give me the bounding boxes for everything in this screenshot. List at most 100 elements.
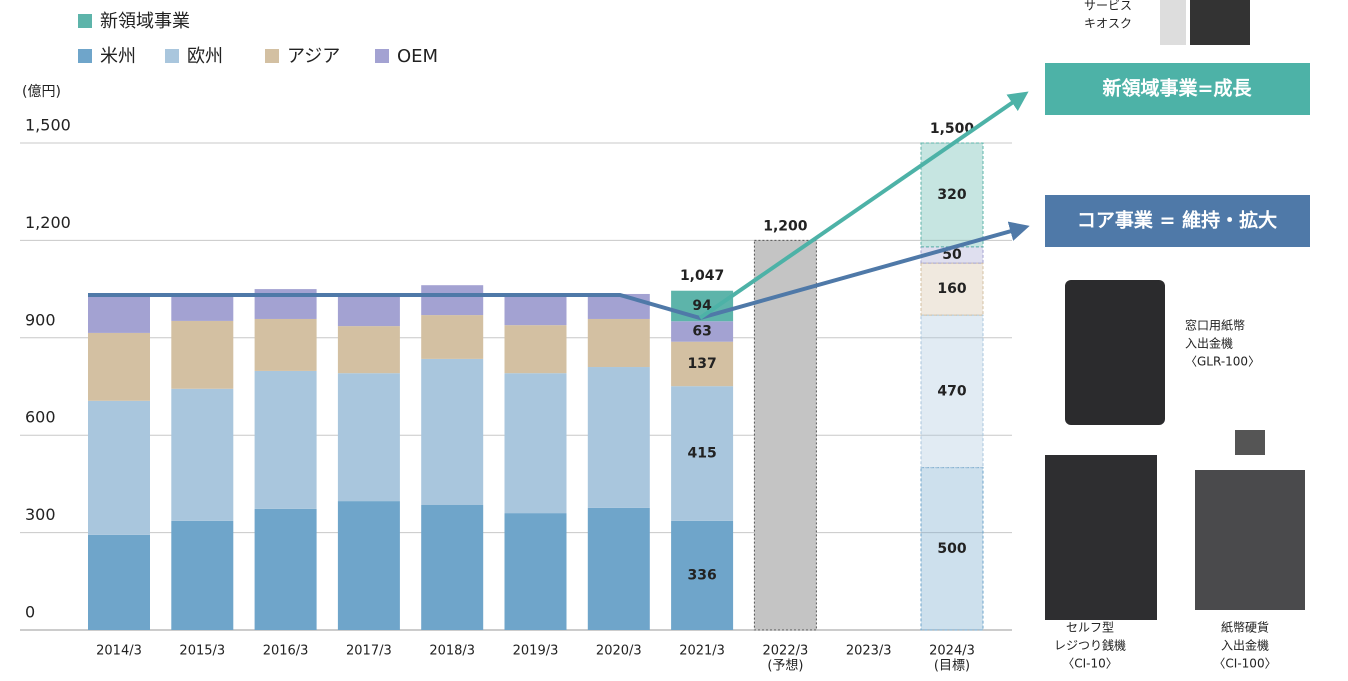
product-caption: 紙幣硬貨 xyxy=(1221,620,1269,635)
y-tick-label: 300 xyxy=(25,505,56,524)
x-tick-sublabel: (予想) xyxy=(767,658,803,674)
bar-segment xyxy=(421,285,484,316)
x-tick-label: 2022/3 xyxy=(763,644,809,659)
bar-segment xyxy=(337,501,400,630)
bar-segment xyxy=(254,318,317,371)
x-tick-label: 2024/3 xyxy=(929,644,975,659)
ci10-image xyxy=(1045,455,1157,620)
bar-segment xyxy=(504,373,567,514)
y-axis-label: (億円) xyxy=(22,84,61,100)
bar-segment xyxy=(337,326,400,374)
product-caption: 〈CI-10〉 xyxy=(1062,657,1118,671)
total-label: 1,200 xyxy=(763,218,808,234)
bar-segment xyxy=(88,296,150,333)
bar-segment xyxy=(421,315,484,359)
bar-segment xyxy=(88,534,150,630)
growth-box xyxy=(1045,63,1310,115)
y-tick-label: 1,500 xyxy=(25,116,71,135)
core-box xyxy=(1045,195,1310,247)
x-tick-label: 2019/3 xyxy=(513,644,559,659)
y-tick-label: 0 xyxy=(25,603,35,622)
bar-segment xyxy=(587,367,650,508)
core-text: コア事業 = 維持・拡大 xyxy=(1077,209,1277,232)
bar-segment xyxy=(254,508,317,630)
bar-segment xyxy=(920,314,984,469)
bar-segment xyxy=(504,325,567,374)
data-label: 470 xyxy=(937,383,966,399)
legend-swatch xyxy=(78,49,92,63)
product-caption: 窓口用紙幣 xyxy=(1185,318,1245,333)
legend-label: 新領域事業 xyxy=(100,11,190,32)
bar-segment xyxy=(171,520,234,630)
total-label: 1,500 xyxy=(930,121,975,137)
x-tick-label: 2021/3 xyxy=(679,644,725,659)
bar-segment xyxy=(171,388,234,521)
ci100-image xyxy=(1195,470,1305,610)
x-tick-label: 2016/3 xyxy=(263,644,309,659)
bar-segment xyxy=(337,296,400,327)
x-tick-label: 2015/3 xyxy=(179,644,225,659)
bar-segment xyxy=(171,320,234,389)
legend-swatch xyxy=(165,49,179,63)
bar-segment xyxy=(504,513,567,630)
bar-segment xyxy=(671,321,734,342)
bar-segment xyxy=(504,296,567,326)
x-tick-label: 2014/3 xyxy=(96,644,142,659)
x-tick-label: 2023/3 xyxy=(846,644,892,659)
legend-swatch xyxy=(265,49,279,63)
bar-segment xyxy=(421,505,484,630)
core-arrow xyxy=(88,221,1030,321)
data-label: 415 xyxy=(687,446,716,462)
x-tick-sublabel: (目標) xyxy=(934,659,970,674)
bar-segment xyxy=(88,400,150,535)
legend-label: 欧州 xyxy=(187,46,223,67)
bar-segment xyxy=(587,318,650,368)
data-label: 500 xyxy=(937,541,966,557)
product-caption: 入出金機 xyxy=(1185,336,1233,351)
kiosk-image xyxy=(1160,0,1186,45)
data-label: 320 xyxy=(937,187,966,203)
x-tick-label: 2018/3 xyxy=(429,644,475,659)
bar-segment xyxy=(254,370,317,509)
y-tick-label: 900 xyxy=(25,310,56,329)
data-label: 94 xyxy=(692,298,712,314)
bar-segment xyxy=(671,520,734,630)
glr-image xyxy=(1065,280,1165,425)
ci100-screen xyxy=(1235,430,1265,455)
legend-label: アジア xyxy=(287,46,340,67)
total-label: 1,047 xyxy=(680,268,724,284)
kiosk-image xyxy=(1190,0,1250,45)
plot: 0 300 600 900 1,200 1,500 2014/3 2015/3 2016/3 20… xyxy=(20,116,1012,674)
data-label: 50 xyxy=(942,247,962,263)
forecast-bar xyxy=(753,239,817,631)
bar-segment xyxy=(587,507,650,630)
product-caption: レジつり銭機 xyxy=(1054,638,1126,653)
growth-text: 新領域事業=成長 xyxy=(1103,77,1253,100)
growth-arrow xyxy=(698,91,1029,320)
bar-segment xyxy=(587,293,650,319)
x-tick-label: 2020/3 xyxy=(596,644,642,659)
bar-segment xyxy=(920,262,984,316)
bar-segment xyxy=(337,373,400,502)
product-caption: サービス xyxy=(1084,0,1132,13)
bar-segment xyxy=(88,332,150,401)
product-caption: 〈GLR-100〉 xyxy=(1185,355,1260,369)
legend-label: OEM xyxy=(397,46,438,67)
legend-swatch xyxy=(78,14,92,28)
bar-segment xyxy=(920,467,984,631)
legend-label: 米州 xyxy=(100,46,136,67)
y-tick-label: 600 xyxy=(25,408,56,427)
bar-segment xyxy=(171,295,234,321)
product-caption: キオスク xyxy=(1084,17,1132,31)
legend-swatch xyxy=(375,49,389,63)
product-caption: 入出金機 xyxy=(1221,638,1269,653)
product-caption: 〈CI-100〉 xyxy=(1213,657,1276,671)
bar-segment xyxy=(421,358,484,506)
x-tick-label: 2017/3 xyxy=(346,644,392,659)
product-caption: セルフ型 xyxy=(1066,621,1114,635)
y-tick-label: 1,200 xyxy=(25,213,71,232)
data-label: 63 xyxy=(692,323,711,339)
data-label: 160 xyxy=(937,281,966,297)
bar-segment xyxy=(671,386,734,521)
